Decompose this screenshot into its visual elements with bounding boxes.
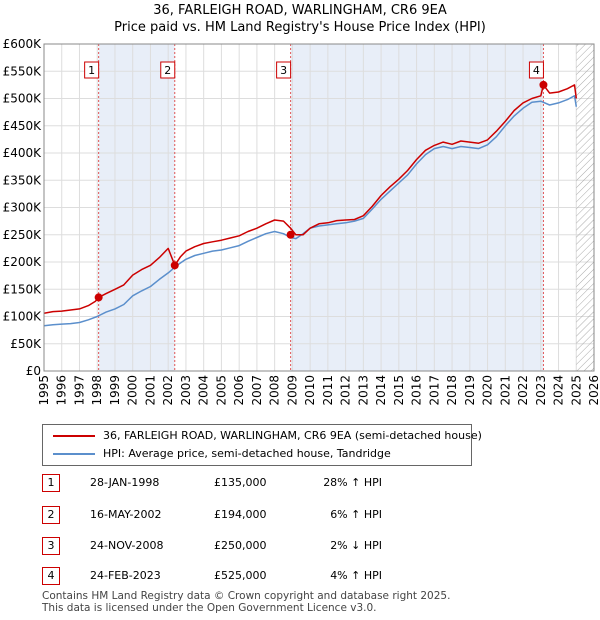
x-tick-label: 2026 xyxy=(587,375,600,406)
y-tick-label: £600K xyxy=(3,37,43,51)
price-chart: 1 2 3 4 £0 £50K £100K £150K £200K £250K £300K £350… xyxy=(3,37,600,406)
x-tick-label: 2000 xyxy=(126,375,140,406)
sale-point xyxy=(539,80,548,89)
sale-row-4: 4 24-FEB-2023 £525,000 4% ↑ HPI xyxy=(42,567,462,585)
y-tick-label: £100K xyxy=(3,310,43,324)
x-tick-label: 2002 xyxy=(161,375,175,406)
sale-marker-label: 4 xyxy=(533,64,540,77)
sale-badge: 3 xyxy=(42,537,60,555)
x-tick-label: 1996 xyxy=(55,375,69,406)
sale-row-1: 1 28-JAN-1998 £135,000 28% ↑ HPI xyxy=(42,474,462,492)
y-axis-ticks: £0 £50K £100K £150K £200K £250K £300K £350K £400… xyxy=(3,37,43,378)
sale-date: 24-NOV-2008 xyxy=(90,539,164,552)
sale-marker-label: 3 xyxy=(280,64,287,77)
x-tick-label: 2012 xyxy=(339,375,353,406)
x-tick-label: 1997 xyxy=(72,375,86,406)
y-tick-label: £450K xyxy=(3,119,43,133)
sale-date: 24-FEB-2023 xyxy=(90,569,161,582)
y-tick-label: £200K xyxy=(3,255,43,269)
footer: Contains HM Land Registry data © Crown c… xyxy=(42,590,562,614)
x-tick-label: 2017 xyxy=(427,375,441,406)
title-line-2: Price paid vs. HM Land Registry's House … xyxy=(114,20,486,35)
sale-date: 28-JAN-1998 xyxy=(90,476,160,489)
x-tick-label: 2011 xyxy=(321,375,335,406)
y-tick-label: £150K xyxy=(3,282,43,296)
series-layer xyxy=(44,84,578,327)
forecast-hatch-area xyxy=(576,44,594,371)
sale-marker-label: 1 xyxy=(88,64,95,77)
legend-label-hpi: HPI: Average price, semi-detached house,… xyxy=(103,447,391,460)
y-tick-label: £350K xyxy=(3,173,43,187)
y-tick-label: £500K xyxy=(3,92,43,106)
y-tick-label: £400K xyxy=(3,146,43,160)
sale-hpi-diff: 4% ↑ HPI xyxy=(330,569,382,582)
x-tick-label: 2016 xyxy=(410,375,424,406)
x-tick-label: 2010 xyxy=(303,375,317,406)
plot-frame xyxy=(43,43,595,372)
x-tick-label: 2018 xyxy=(445,375,459,406)
sale-badge: 4 xyxy=(42,567,60,585)
sale-marker-box xyxy=(528,61,544,79)
legend: 36, FARLEIGH ROAD, WARLINGHAM, CR6 9EA (… xyxy=(42,424,482,466)
y-tick-label: £50K xyxy=(10,337,42,351)
sale-price: £194,000 xyxy=(214,508,267,521)
sale-marker-box xyxy=(160,61,176,79)
chart-title: 36, FARLEIGH ROAD, WARLINGHAM, CR6 9EA P… xyxy=(0,2,600,36)
sale-point xyxy=(94,293,103,302)
x-tick-label: 2004 xyxy=(197,375,211,406)
footer-line-1: Contains HM Land Registry data © Crown c… xyxy=(42,590,451,602)
sale-row-3: 3 24-NOV-2008 £250,000 2% ↓ HPI xyxy=(42,537,462,555)
x-tick-label: 2005 xyxy=(214,375,228,406)
x-tick-label: 2024 xyxy=(552,375,566,406)
x-tick-label: 2023 xyxy=(534,375,548,406)
y-tick-label: £550K xyxy=(3,64,43,78)
sale-hpi-diff: 28% ↑ HPI xyxy=(323,476,382,489)
x-tick-label: 2021 xyxy=(498,375,512,406)
sale-date: 16-MAY-2002 xyxy=(90,508,162,521)
x-tick-label: 1999 xyxy=(108,375,122,406)
x-tick-label: 2007 xyxy=(250,375,264,406)
x-tick-label: 2006 xyxy=(232,375,246,406)
sale-price: £250,000 xyxy=(214,539,267,552)
legend-label-property: 36, FARLEIGH ROAD, WARLINGHAM, CR6 9EA (… xyxy=(103,429,482,442)
x-tick-label: 2019 xyxy=(463,375,477,406)
legend-swatch-property xyxy=(53,435,95,437)
x-tick-label: 2001 xyxy=(143,375,157,406)
x-tick-label: 2015 xyxy=(392,375,406,406)
y-tick-label: £0 xyxy=(26,364,41,378)
x-tick-label: 2008 xyxy=(268,375,282,406)
y-tick-label: £250K xyxy=(3,228,43,242)
sale-badge: 2 xyxy=(42,506,60,524)
sale-point xyxy=(286,230,295,239)
sale-point-layer xyxy=(94,80,548,302)
sale-hpi-diff: 2% ↓ HPI xyxy=(330,539,382,552)
y-tick-label: £300K xyxy=(3,201,43,215)
sale-marker-box xyxy=(276,61,292,79)
x-tick-label: 2020 xyxy=(481,375,495,406)
sale-marker-box xyxy=(84,61,100,79)
legend-swatch-hpi xyxy=(53,453,95,455)
sale-marker-label: 2 xyxy=(164,64,171,77)
sale-row-2: 2 16-MAY-2002 £194,000 6% ↑ HPI xyxy=(42,506,462,524)
sale-label-layer: 1 2 3 4 xyxy=(84,61,544,79)
x-tick-label: 2022 xyxy=(516,375,530,406)
x-tick-label: 2003 xyxy=(179,375,193,406)
sale-price: £135,000 xyxy=(214,476,267,489)
sale-price: £525,000 xyxy=(214,569,267,582)
sale-point xyxy=(170,261,179,270)
x-tick-label: 2014 xyxy=(374,375,388,406)
sale-badge: 1 xyxy=(42,474,60,492)
x-tick-label: 1998 xyxy=(90,375,104,406)
x-tick-label: 2013 xyxy=(356,375,370,406)
title-line-1: 36, FARLEIGH ROAD, WARLINGHAM, CR6 9EA xyxy=(153,3,447,18)
x-tick-label: 2025 xyxy=(569,375,583,406)
x-tick-label: 1995 xyxy=(37,375,51,406)
x-axis-ticks: 1995 1996 1997 1998 1999 2000 2001 2002 2003 2004… xyxy=(37,375,600,406)
footer-line-2: This data is licensed under the Open Gov… xyxy=(42,602,377,614)
property-price-line xyxy=(44,84,578,314)
x-tick-label: 2009 xyxy=(285,375,299,406)
sale-hpi-diff: 6% ↑ HPI xyxy=(330,508,382,521)
